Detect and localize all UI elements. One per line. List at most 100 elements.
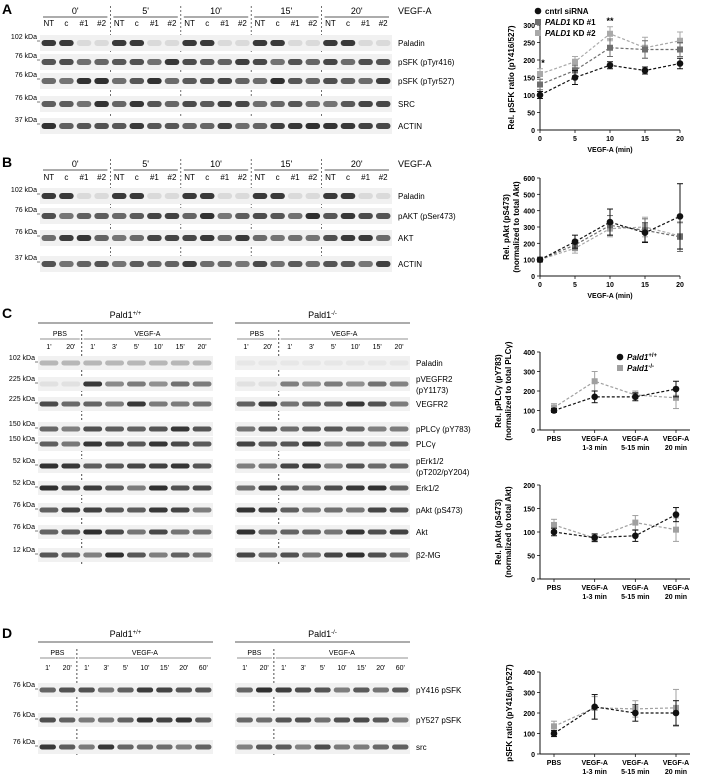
- blot-band: [105, 507, 124, 513]
- group-label-pbs: PBS: [247, 650, 261, 657]
- mw-label: 150 kDa: [9, 421, 35, 428]
- data-point: [571, 238, 579, 245]
- blot-band: [367, 441, 387, 447]
- chart-2: 0 100 200 300 400 PBS VEGF-A 1-3 min VEGF-A 5-15 …: [494, 341, 690, 452]
- protein-label: Erk1/2: [416, 484, 440, 493]
- blot-band: [340, 213, 356, 219]
- data-point: [673, 526, 679, 533]
- data-point: [677, 37, 683, 44]
- x-tick-label: 1-3 min: [582, 594, 607, 601]
- mw-label: 225 kDa: [9, 396, 35, 403]
- blot-band: [302, 552, 321, 558]
- legend-entry: Pald1-/-: [627, 364, 654, 373]
- blot-band: [105, 441, 124, 447]
- blot-strip: [235, 397, 410, 411]
- series-0: [536, 183, 684, 263]
- blot-band: [270, 101, 285, 107]
- blot-band: [324, 507, 343, 513]
- blot-band: [83, 529, 103, 535]
- y-axis-label: (normalized to total Akt): [512, 181, 521, 273]
- data-point: [536, 91, 544, 99]
- blot-band: [217, 193, 233, 199]
- blot-band: [164, 78, 180, 84]
- protein-label: pSFK (pTyr416): [398, 58, 455, 67]
- blot-band: [340, 123, 356, 129]
- group-label-pbs: PBS: [250, 331, 264, 338]
- blot-band: [94, 59, 109, 65]
- x-tick-label: PBS: [547, 436, 562, 443]
- blot-band: [236, 401, 256, 407]
- blot-band: [61, 463, 81, 469]
- lane-label: NT: [114, 19, 125, 28]
- lane-label: #1: [150, 19, 159, 28]
- blot-band: [175, 744, 193, 750]
- x-tick-label: 15: [641, 282, 649, 289]
- blot-band: [94, 123, 109, 129]
- y-tick-label: 400: [523, 350, 535, 357]
- blot-band: [235, 235, 250, 241]
- x-tick-label: 20: [676, 136, 684, 143]
- blot-band: [340, 40, 356, 46]
- data-point: [537, 81, 543, 88]
- timepoint-label: 5': [142, 159, 149, 169]
- blot-band: [235, 193, 250, 199]
- lane-time-label: 1': [242, 665, 247, 672]
- blot-band: [164, 123, 180, 129]
- blot-band: [127, 485, 146, 491]
- blot-band: [94, 40, 109, 46]
- lane-time-label: 1': [84, 665, 89, 672]
- blot-band: [236, 552, 256, 558]
- x-tick-label: 5-15 min: [621, 594, 649, 601]
- blot-band: [235, 213, 250, 219]
- blot-band: [41, 123, 57, 129]
- lane-time-label: 20': [179, 665, 188, 672]
- lane-label: c: [64, 173, 68, 182]
- blot-band: [333, 744, 351, 750]
- blot-band: [39, 744, 56, 750]
- y-tick-label: 100: [523, 732, 535, 739]
- blot-strip: [235, 459, 410, 473]
- blot-band: [340, 101, 356, 107]
- protein-label: SRC: [398, 100, 415, 109]
- genotype-superscript: -/-: [331, 311, 337, 317]
- blot-strip: [40, 188, 392, 204]
- blot-band: [302, 360, 321, 366]
- group-label-vegf: VEGF-A: [132, 650, 158, 657]
- blot-band: [41, 101, 57, 107]
- blot-band: [236, 507, 256, 513]
- lane-time-label: 60': [199, 665, 208, 672]
- blot-band: [105, 485, 124, 491]
- blot-band: [170, 401, 190, 407]
- blot-band: [195, 687, 212, 693]
- blot-band: [372, 744, 390, 750]
- mw-label: 76 kDa: [15, 72, 37, 79]
- lane-time-label: 1': [287, 344, 292, 351]
- lane-time-label: 20': [376, 665, 385, 672]
- y-tick-label: 500: [523, 192, 535, 199]
- x-tick-label: 20: [676, 282, 684, 289]
- blot-band: [280, 426, 300, 432]
- blot-band: [375, 123, 391, 129]
- blot-band: [170, 360, 190, 366]
- blot-band: [314, 717, 331, 723]
- blot-band: [105, 463, 124, 469]
- blot-band: [236, 360, 256, 366]
- blot-band: [170, 381, 190, 387]
- data-point: [642, 46, 648, 53]
- blot-band: [252, 78, 268, 84]
- blot-band: [302, 441, 321, 447]
- blot-band: [287, 123, 303, 129]
- panel-label-b: B: [2, 154, 12, 170]
- blot-band: [372, 687, 390, 693]
- blot-band: [127, 401, 146, 407]
- blot-band: [367, 381, 387, 387]
- blot-band: [345, 552, 365, 558]
- blot-band: [236, 441, 256, 447]
- blot-band: [199, 59, 215, 65]
- blot-band: [258, 401, 278, 407]
- lane-label: NT: [184, 173, 195, 182]
- blot-band: [76, 213, 92, 219]
- legend-sup: +/+: [648, 353, 657, 359]
- blot-band: [358, 59, 373, 65]
- series-1: [551, 688, 679, 732]
